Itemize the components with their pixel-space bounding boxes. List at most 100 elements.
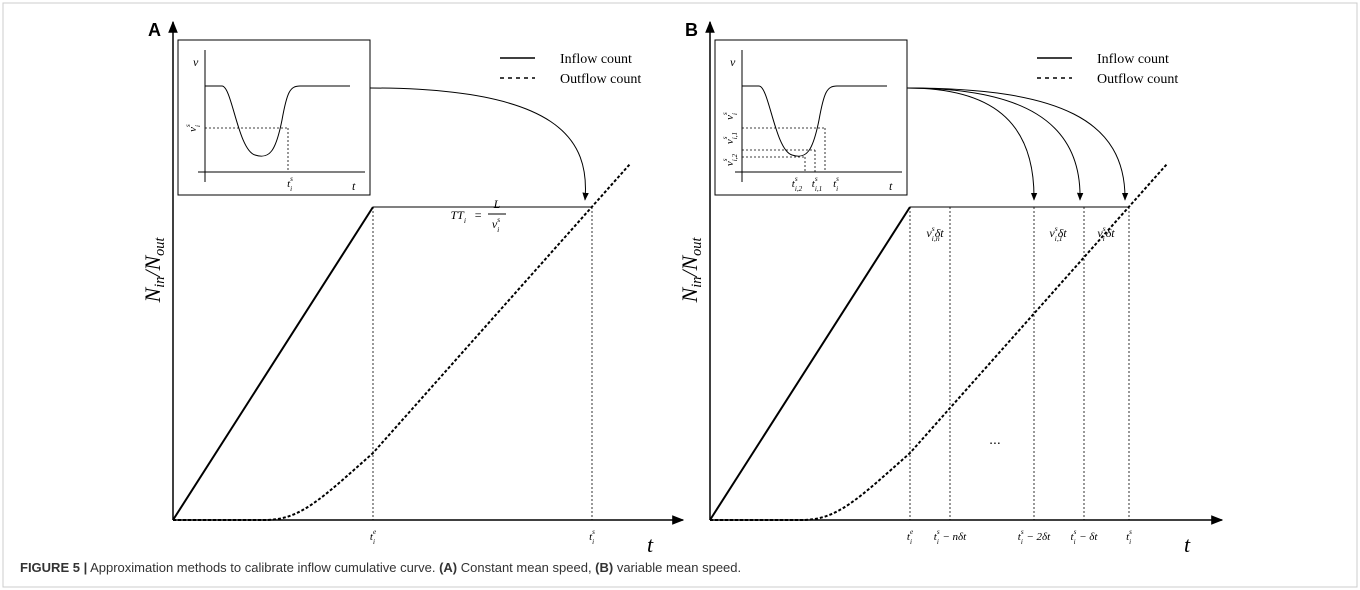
label-part: t (1126, 531, 1130, 543)
label-sup: s (1129, 528, 1132, 536)
label-sup: e (910, 528, 914, 536)
label-sup: s (1021, 528, 1024, 536)
label-sub: in (689, 277, 705, 288)
label-part: t (812, 178, 816, 190)
math-label: vi,nsδt (926, 224, 944, 243)
caption-part: Constant mean speed, (457, 560, 596, 575)
label-sup: s (497, 215, 500, 224)
formula-eq: = (474, 208, 482, 222)
label-sub: i,2 (795, 185, 803, 193)
panel-label: A (148, 20, 161, 40)
label-sub: i (1103, 234, 1105, 243)
curve (173, 163, 631, 521)
label-sub: i (497, 225, 499, 234)
caption-part: FIGURE 5 | (20, 560, 88, 575)
legend-label: Inflow count (560, 52, 632, 67)
label-sub: i,1 (731, 132, 739, 139)
label-part: v (724, 139, 736, 144)
math-label: tis (1126, 528, 1132, 546)
label-sup: s (721, 112, 729, 115)
legend-label: Outflow count (560, 72, 641, 87)
math-label: tis (833, 175, 839, 193)
math-label: L (493, 197, 501, 211)
math-label: vis (184, 124, 202, 132)
label-sup: s (815, 175, 818, 183)
caption-part: (A) (439, 560, 458, 575)
label-sub: i,2 (731, 153, 739, 161)
math-label: tie (370, 528, 377, 546)
label-sup: s (721, 136, 729, 139)
label-part: L (493, 197, 501, 211)
label-sup: s (721, 158, 729, 161)
label-sub: i (1129, 538, 1131, 546)
label-sup: s (937, 528, 940, 536)
math-label: tis (589, 528, 595, 546)
curve (906, 87, 1038, 201)
label-part: /N (677, 255, 702, 279)
math-label: Nin/Nout (677, 237, 705, 304)
math-label: ti,2 s (792, 175, 803, 193)
x-axis-label: t (647, 532, 654, 557)
label-sup: s (184, 124, 192, 127)
label-part: t (907, 531, 911, 543)
label-part: δt (1106, 226, 1116, 240)
label-part: N (677, 286, 702, 303)
label-part: − nδt (940, 531, 968, 543)
caption: FIGURE 5 | Approximation methods to cali… (20, 560, 741, 575)
inset-x-label: t (352, 179, 356, 193)
math-label: tis − nδt (934, 528, 967, 546)
label-sup: s (1055, 224, 1058, 233)
math-label: vi,1sδt (1049, 224, 1067, 243)
label-part: v (1097, 226, 1103, 240)
inset-box (177, 39, 371, 196)
label-part: t (287, 178, 291, 190)
label-part: v (492, 217, 498, 231)
math-label: tis − 2δt (1018, 528, 1051, 546)
label-sup: e (373, 528, 377, 536)
inset-y-label: v (730, 55, 736, 69)
label-sup: s (592, 528, 595, 536)
label-part: t (934, 531, 938, 543)
math-label: tis − δt (1071, 528, 1099, 546)
curve (710, 163, 1168, 521)
curve (369, 87, 589, 201)
label-part: − 2δt (1024, 531, 1052, 543)
label-part: t (370, 531, 374, 543)
math-label: vi,2s (721, 153, 739, 166)
curve (906, 87, 1084, 201)
label-sub: i,1 (815, 185, 822, 193)
label-sub: i (194, 125, 202, 127)
curve (172, 206, 374, 521)
math-label: visδt (1097, 224, 1115, 243)
label-sub: i,n (932, 234, 940, 243)
panel-label: B (685, 20, 698, 40)
label-sup: s (1074, 528, 1077, 536)
caption-part: (B) (595, 560, 614, 575)
label-sub: in (152, 277, 168, 288)
label-sub: out (689, 237, 705, 256)
label-part: δt (935, 226, 945, 240)
label-sub: i (937, 538, 939, 546)
label-part: v (724, 115, 736, 120)
label-part: t (1071, 531, 1075, 543)
curve (742, 85, 887, 157)
math-label: tie (907, 528, 914, 546)
math-label: tis (287, 175, 293, 193)
math-label: Nin/Nout (140, 237, 168, 304)
label-part: t (833, 178, 837, 190)
label-part: /N (140, 255, 165, 279)
label-sub: i (1074, 538, 1076, 546)
label-sub: i (592, 538, 594, 546)
label-part: v (187, 127, 199, 132)
label-sub: i (910, 538, 912, 546)
label-part: t (1018, 531, 1022, 543)
caption-part: variable mean speed. (613, 560, 742, 575)
label-part: t (589, 531, 593, 543)
label-sub: i (836, 185, 838, 193)
math-label: vis (492, 215, 500, 234)
label-sup: s (290, 175, 293, 183)
label-sub: i (464, 216, 466, 225)
x-axis-label: t (1184, 532, 1191, 557)
